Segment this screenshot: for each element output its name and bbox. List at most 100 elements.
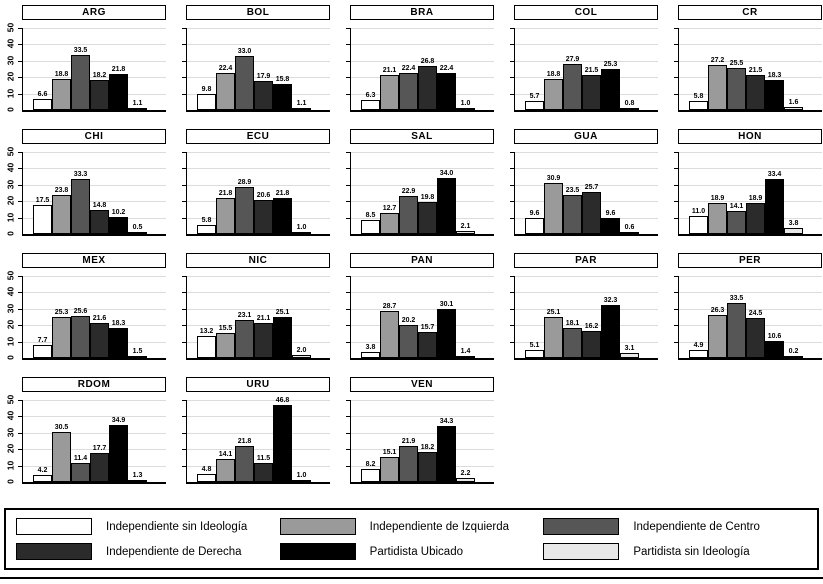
gridline: [346, 416, 494, 418]
plot-area: 5.1 25.1 18.1 16.2 32.3 3.1: [510, 276, 658, 360]
bar-independiente-de-izquierda: 28.7: [380, 303, 399, 358]
chart: ECU 5.8 21.8 28.9 20.6 21.8 1.0: [182, 129, 330, 253]
y-tick-label: 0: [5, 231, 16, 236]
y-tick-label: 20: [5, 195, 16, 206]
bar-partidista-ubicado: 34.9: [109, 417, 128, 482]
bar-independiente-de-centro: 21.9: [399, 438, 418, 482]
bar-value-label: 34.3: [439, 417, 454, 425]
y-tick-label: 40: [5, 163, 16, 173]
bar-partidista-sin-ideolog-a: 1.6: [784, 99, 803, 110]
bar-value-label: 1.5: [132, 347, 143, 355]
bars-group: 8.2 15.1 21.9 18.2 34.3 2.2: [361, 418, 475, 482]
bar-independiente-sin-ideolog-a: 5.8: [197, 217, 216, 234]
bar-value-label: 4.9: [693, 341, 704, 349]
y-tick-label: 50: [5, 394, 16, 405]
bars-group: 9.6 30.9 23.5 25.7 9.6 0.6: [525, 175, 639, 234]
bar-independiente-de-derecha: 21.1: [254, 315, 273, 358]
bar-value-label: 25.1: [546, 308, 561, 316]
bar-value-label: 34.9: [111, 416, 126, 424]
chart-panel-chi: 0 10 20 30 40 50 CHI 17.5 23.8 33.3 14.8 10.2 0.5: [2, 129, 166, 253]
gridline: [510, 276, 658, 277]
plot-area: 5.8 27.2 25.5 21.5 18.3 1.6: [674, 28, 822, 112]
plot-area: 5.7 18.8 27.9 21.5 25.3 0.8: [510, 28, 658, 112]
legend-item: Independiente de Centro: [543, 518, 807, 535]
legend-item: Independiente de Izquierda: [279, 518, 544, 535]
bar-value-label: 2.2: [460, 470, 471, 478]
plot-area: 13.2 15.5 23.1 21.1 25.1 2.0: [182, 276, 330, 360]
bars-group: 3.8 28.7 20.2 15.7 30.1 1.4: [361, 301, 475, 358]
bar-value-label: 25.5: [729, 60, 744, 68]
bar-partidista-ubicado: 18.3: [765, 72, 784, 110]
bar-independiente-sin-ideolog-a: 13.2: [197, 328, 216, 358]
chart-panel-col: COL 5.7 18.8 27.9 21.5 25.3 0.8: [494, 5, 658, 129]
bar-partidista-sin-ideolog-a: 1.0: [292, 472, 311, 482]
bar-independiente-sin-ideolog-a: 3.8: [361, 344, 380, 358]
y-tick-label: 20: [5, 71, 16, 82]
gridline: [182, 28, 330, 29]
gridline: [346, 400, 494, 401]
bar-independiente-de-izquierda: 18.9: [708, 195, 727, 234]
bar-partidista-ubicado: 25.3: [601, 61, 620, 110]
bar-value-label: 1.0: [460, 100, 471, 107]
bar-partidista-sin-ideolog-a: 1.4: [456, 348, 475, 358]
bar-partidista-ubicado: 18.3: [109, 320, 128, 358]
bar-partidista-ubicado: 22.4: [437, 65, 456, 110]
y-tick-label: 30: [5, 55, 16, 66]
bar-independiente-de-izquierda: 21.1: [380, 67, 399, 110]
bar-value-label: 21.1: [382, 67, 397, 75]
bar-value-label: 1.1: [296, 100, 307, 107]
panel-title: BRA: [350, 5, 494, 20]
gridline: [674, 28, 822, 29]
bar-independiente-de-derecha: 16.2: [582, 323, 601, 358]
legend-label: Partidista sin Ideología: [633, 545, 750, 558]
bar-partidista-ubicado: 46.8: [273, 397, 292, 482]
bar-partidista-sin-ideolog-a: 1.5: [128, 348, 147, 358]
bar-independiente-de-centro: 23.1: [235, 312, 254, 358]
legend-swatch: [16, 518, 92, 535]
bar-independiente-de-centro: 25.6: [71, 308, 90, 358]
y-tick-label: 50: [5, 270, 16, 281]
bar-value-label: 9.6: [605, 210, 616, 218]
bars-group: 5.1 25.1 18.1 16.2 32.3 3.1: [525, 297, 639, 358]
bar-independiente-de-izquierda: 22.4: [216, 65, 235, 110]
bar-independiente-de-centro: 33.3: [71, 171, 90, 234]
bar-independiente-de-derecha: 21.5: [582, 67, 601, 110]
bar-value-label: 1.0: [296, 224, 307, 231]
bar-value-label: 21.8: [237, 438, 252, 446]
figure-bottom-border: [0, 577, 823, 579]
panel-title: ARG: [22, 5, 166, 20]
bar-independiente-de-derecha: 18.2: [418, 444, 437, 482]
bar-value-label: 1.3: [132, 471, 143, 479]
plot-area: 11.0 18.9 14.1 18.9 33.4 3.8: [674, 152, 822, 236]
gridline: [182, 60, 330, 62]
gridline: [510, 325, 658, 327]
chart: URU 4.8 14.1 21.8 11.5 46.8 1.0: [182, 377, 330, 501]
bar-independiente-de-izquierda: 18.8: [544, 71, 563, 110]
chart: MEX 7.7 25.3 25.6 21.6 18.3 1.5: [18, 253, 166, 377]
plot-area: 4.8 14.1 21.8 11.5 46.8 1.0: [182, 397, 330, 484]
gridline: [346, 60, 494, 62]
bar-independiente-de-centro: 20.2: [399, 317, 418, 358]
bars-group: 4.8 14.1 21.8 11.5 46.8 1.0: [197, 397, 311, 482]
bar-independiente-sin-ideolog-a: 8.5: [361, 212, 380, 234]
gridline: [346, 184, 494, 186]
panel-title: RDOM: [22, 377, 166, 392]
bar-independiente-de-izquierda: 15.1: [380, 449, 399, 482]
gridline: [182, 292, 330, 294]
panel-title: HON: [678, 129, 822, 144]
panel-title: BOL: [186, 5, 330, 20]
gridline: [18, 152, 166, 153]
bar-value-label: 4.8: [201, 466, 212, 474]
bar-partidista-sin-ideolog-a: 3.8: [784, 220, 803, 234]
chart: PAN 3.8 28.7 20.2 15.7 30.1 1.4: [346, 253, 494, 377]
bar-independiente-de-izquierda: 21.8: [216, 190, 235, 234]
gridline: [182, 416, 330, 418]
bar-value-label: 8.5: [365, 212, 376, 220]
chart-panel-sal: SAL 8.5 12.7 22.9 19.8 34.0 2.1: [330, 129, 494, 253]
bar-independiente-de-derecha: 17.7: [90, 445, 109, 482]
bar-independiente-de-centro: 28.9: [235, 179, 254, 234]
bar-independiente-de-centro: 22.9: [399, 188, 418, 234]
plot-area: 8.2 15.1 21.9 18.2 34.3 2.2: [346, 400, 494, 484]
y-tick-label: 30: [5, 303, 16, 314]
bar-value-label: 20.6: [256, 192, 271, 200]
